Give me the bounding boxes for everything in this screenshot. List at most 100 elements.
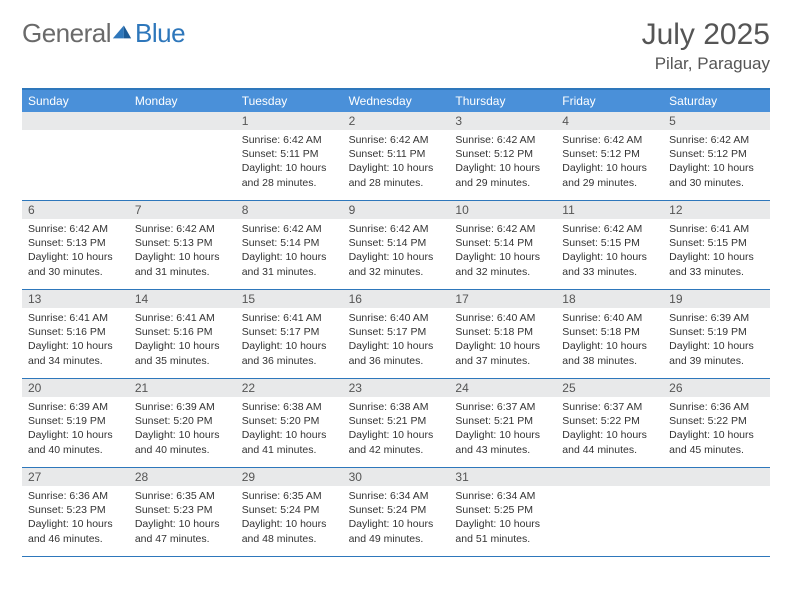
day-details: Sunrise: 6:41 AMSunset: 5:16 PMDaylight:… [22,308,129,373]
week-row: 6Sunrise: 6:42 AMSunset: 5:13 PMDaylight… [22,201,770,290]
calendar-cell-empty [129,112,236,200]
day-details: Sunrise: 6:35 AMSunset: 5:23 PMDaylight:… [129,486,236,551]
week-row: 13Sunrise: 6:41 AMSunset: 5:16 PMDayligh… [22,290,770,379]
day-number: 31 [449,468,556,486]
calendar-cell: 1Sunrise: 6:42 AMSunset: 5:11 PMDaylight… [236,112,343,200]
day-number: 20 [22,379,129,397]
day-number: 14 [129,290,236,308]
day-details: Sunrise: 6:34 AMSunset: 5:25 PMDaylight:… [449,486,556,551]
month-title: July 2025 [642,18,770,52]
calendar-cell: 29Sunrise: 6:35 AMSunset: 5:24 PMDayligh… [236,468,343,556]
day-number: 2 [343,112,450,130]
day-details: Sunrise: 6:42 AMSunset: 5:13 PMDaylight:… [129,219,236,284]
day-details: Sunrise: 6:40 AMSunset: 5:17 PMDaylight:… [343,308,450,373]
calendar-cell: 13Sunrise: 6:41 AMSunset: 5:16 PMDayligh… [22,290,129,378]
calendar-cell: 11Sunrise: 6:42 AMSunset: 5:15 PMDayligh… [556,201,663,289]
weekday-label: Saturday [663,90,770,112]
weekday-label: Sunday [22,90,129,112]
day-number: 7 [129,201,236,219]
day-details: Sunrise: 6:37 AMSunset: 5:21 PMDaylight:… [449,397,556,462]
title-block: July 2025 Pilar, Paraguay [642,18,770,74]
weekday-label: Thursday [449,90,556,112]
day-number: 1 [236,112,343,130]
day-number [663,468,770,486]
day-number: 8 [236,201,343,219]
day-number: 15 [236,290,343,308]
day-number: 17 [449,290,556,308]
calendar-cell: 31Sunrise: 6:34 AMSunset: 5:25 PMDayligh… [449,468,556,556]
day-number: 3 [449,112,556,130]
calendar-cell: 12Sunrise: 6:41 AMSunset: 5:15 PMDayligh… [663,201,770,289]
day-number: 25 [556,379,663,397]
day-number [129,112,236,130]
calendar-cell: 28Sunrise: 6:35 AMSunset: 5:23 PMDayligh… [129,468,236,556]
logo-word1: General [22,18,111,49]
calendar-cell: 27Sunrise: 6:36 AMSunset: 5:23 PMDayligh… [22,468,129,556]
weekday-header: SundayMondayTuesdayWednesdayThursdayFrid… [22,90,770,112]
logo-word2: Blue [135,18,185,49]
day-details: Sunrise: 6:36 AMSunset: 5:22 PMDaylight:… [663,397,770,462]
day-details: Sunrise: 6:40 AMSunset: 5:18 PMDaylight:… [449,308,556,373]
calendar-cell: 10Sunrise: 6:42 AMSunset: 5:14 PMDayligh… [449,201,556,289]
calendar-cell: 9Sunrise: 6:42 AMSunset: 5:14 PMDaylight… [343,201,450,289]
week-row: 1Sunrise: 6:42 AMSunset: 5:11 PMDaylight… [22,112,770,201]
calendar-cell: 26Sunrise: 6:36 AMSunset: 5:22 PMDayligh… [663,379,770,467]
day-details: Sunrise: 6:38 AMSunset: 5:21 PMDaylight:… [343,397,450,462]
calendar-cell: 15Sunrise: 6:41 AMSunset: 5:17 PMDayligh… [236,290,343,378]
calendar-cell: 8Sunrise: 6:42 AMSunset: 5:14 PMDaylight… [236,201,343,289]
day-details: Sunrise: 6:41 AMSunset: 5:15 PMDaylight:… [663,219,770,284]
header: General Blue July 2025 Pilar, Paraguay [22,18,770,74]
calendar-cell: 25Sunrise: 6:37 AMSunset: 5:22 PMDayligh… [556,379,663,467]
day-number: 9 [343,201,450,219]
weekday-label: Wednesday [343,90,450,112]
calendar-cell: 23Sunrise: 6:38 AMSunset: 5:21 PMDayligh… [343,379,450,467]
day-details: Sunrise: 6:42 AMSunset: 5:11 PMDaylight:… [236,130,343,195]
calendar-cell: 4Sunrise: 6:42 AMSunset: 5:12 PMDaylight… [556,112,663,200]
calendar-cell: 20Sunrise: 6:39 AMSunset: 5:19 PMDayligh… [22,379,129,467]
day-details: Sunrise: 6:42 AMSunset: 5:12 PMDaylight:… [663,130,770,195]
day-details: Sunrise: 6:36 AMSunset: 5:23 PMDaylight:… [22,486,129,551]
week-row: 27Sunrise: 6:36 AMSunset: 5:23 PMDayligh… [22,468,770,557]
day-details: Sunrise: 6:42 AMSunset: 5:14 PMDaylight:… [449,219,556,284]
day-number: 30 [343,468,450,486]
day-details: Sunrise: 6:39 AMSunset: 5:19 PMDaylight:… [22,397,129,462]
day-number: 11 [556,201,663,219]
location: Pilar, Paraguay [642,54,770,74]
day-details: Sunrise: 6:35 AMSunset: 5:24 PMDaylight:… [236,486,343,551]
calendar-cell: 16Sunrise: 6:40 AMSunset: 5:17 PMDayligh… [343,290,450,378]
day-number: 28 [129,468,236,486]
day-number: 6 [22,201,129,219]
day-number: 22 [236,379,343,397]
weekday-label: Friday [556,90,663,112]
day-number [22,112,129,130]
day-details: Sunrise: 6:42 AMSunset: 5:12 PMDaylight:… [449,130,556,195]
day-number: 10 [449,201,556,219]
calendar-cell: 17Sunrise: 6:40 AMSunset: 5:18 PMDayligh… [449,290,556,378]
day-number [556,468,663,486]
day-number: 18 [556,290,663,308]
day-number: 4 [556,112,663,130]
logo-triangle-icon [111,20,133,42]
day-details: Sunrise: 6:42 AMSunset: 5:11 PMDaylight:… [343,130,450,195]
calendar-cell: 2Sunrise: 6:42 AMSunset: 5:11 PMDaylight… [343,112,450,200]
day-details: Sunrise: 6:39 AMSunset: 5:20 PMDaylight:… [129,397,236,462]
day-details: Sunrise: 6:40 AMSunset: 5:18 PMDaylight:… [556,308,663,373]
logo: General Blue [22,18,185,49]
day-details: Sunrise: 6:42 AMSunset: 5:14 PMDaylight:… [236,219,343,284]
day-number: 21 [129,379,236,397]
calendar-cell: 24Sunrise: 6:37 AMSunset: 5:21 PMDayligh… [449,379,556,467]
calendar-cell-empty [556,468,663,556]
calendar-cell: 19Sunrise: 6:39 AMSunset: 5:19 PMDayligh… [663,290,770,378]
day-number: 13 [22,290,129,308]
day-details: Sunrise: 6:37 AMSunset: 5:22 PMDaylight:… [556,397,663,462]
day-number: 26 [663,379,770,397]
day-details: Sunrise: 6:42 AMSunset: 5:14 PMDaylight:… [343,219,450,284]
day-details: Sunrise: 6:38 AMSunset: 5:20 PMDaylight:… [236,397,343,462]
weekday-label: Monday [129,90,236,112]
day-number: 24 [449,379,556,397]
day-number: 19 [663,290,770,308]
calendar-cell: 6Sunrise: 6:42 AMSunset: 5:13 PMDaylight… [22,201,129,289]
calendar-cell: 21Sunrise: 6:39 AMSunset: 5:20 PMDayligh… [129,379,236,467]
day-number: 23 [343,379,450,397]
calendar-cell: 5Sunrise: 6:42 AMSunset: 5:12 PMDaylight… [663,112,770,200]
